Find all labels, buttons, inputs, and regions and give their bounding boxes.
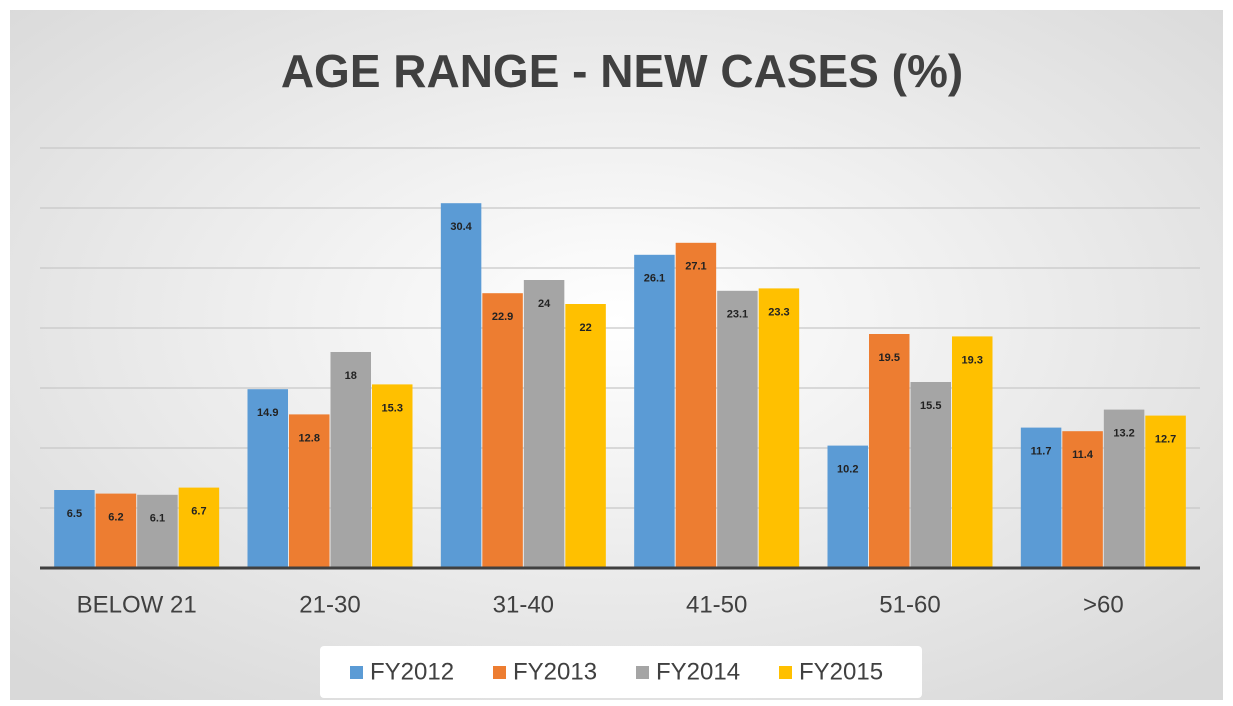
bar xyxy=(137,494,178,568)
value-label: 22 xyxy=(579,322,591,334)
legend-swatch xyxy=(493,666,506,679)
value-label: 12.8 xyxy=(299,432,320,444)
bar xyxy=(440,203,482,568)
legend-label: FY2015 xyxy=(799,658,883,685)
x-tick-label: 51-60 xyxy=(879,591,940,618)
bar xyxy=(675,242,717,569)
legend-label: FY2014 xyxy=(656,658,740,685)
value-label: 11.4 xyxy=(1072,449,1094,461)
bar xyxy=(372,384,413,568)
bar xyxy=(289,414,330,568)
bar xyxy=(910,382,951,568)
legend-swatch xyxy=(350,666,363,679)
legend-label: FY2013 xyxy=(513,658,597,685)
bar xyxy=(247,389,288,568)
value-label: 22.9 xyxy=(492,311,513,323)
value-label: 15.5 xyxy=(920,400,941,412)
bar xyxy=(330,352,371,568)
value-label: 13.2 xyxy=(1113,428,1134,440)
bar xyxy=(178,487,220,568)
bar xyxy=(717,290,758,568)
value-label: 18 xyxy=(345,370,357,382)
bar xyxy=(1145,415,1186,568)
x-tick-label: 21-30 xyxy=(299,591,360,618)
bar xyxy=(1020,427,1062,568)
bar xyxy=(869,334,910,568)
bar xyxy=(565,304,606,568)
value-label: 6.7 xyxy=(191,506,206,518)
bar xyxy=(758,288,800,568)
value-label: 19.5 xyxy=(879,352,900,364)
background xyxy=(10,10,1223,700)
value-label: 11.7 xyxy=(1031,446,1052,458)
value-label: 30.4 xyxy=(450,221,472,233)
value-label: 6.2 xyxy=(108,512,123,524)
value-label: 26.1 xyxy=(644,273,665,285)
bar xyxy=(634,254,675,569)
legend-swatch xyxy=(636,666,649,679)
legend-label: FY2012 xyxy=(370,658,454,685)
bar xyxy=(1103,409,1145,568)
x-tick-label: >60 xyxy=(1083,591,1124,618)
x-tick-label: BELOW 21 xyxy=(77,591,197,618)
value-label: 24 xyxy=(538,298,551,310)
legend-box xyxy=(320,646,922,698)
value-label: 6.1 xyxy=(150,513,165,525)
bar xyxy=(952,336,993,568)
value-label: 14.9 xyxy=(257,407,278,419)
bar xyxy=(95,493,137,568)
bar xyxy=(54,490,95,568)
x-tick-label: 41-50 xyxy=(686,591,747,618)
value-label: 27.1 xyxy=(685,261,706,273)
value-label: 10.2 xyxy=(837,464,858,476)
value-label: 6.5 xyxy=(67,508,82,520)
bar xyxy=(482,293,523,568)
bar xyxy=(1062,431,1103,568)
chart-title: AGE RANGE - NEW CASES (%) xyxy=(281,45,963,97)
bar xyxy=(827,445,868,568)
value-label: 19.3 xyxy=(962,354,983,366)
value-label: 12.7 xyxy=(1155,434,1176,446)
bar xyxy=(523,280,565,568)
value-label: 23.1 xyxy=(727,309,748,321)
value-label: 23.3 xyxy=(768,306,789,318)
value-label: 15.3 xyxy=(382,402,403,414)
legend-swatch xyxy=(779,666,792,679)
x-tick-label: 31-40 xyxy=(493,591,554,618)
